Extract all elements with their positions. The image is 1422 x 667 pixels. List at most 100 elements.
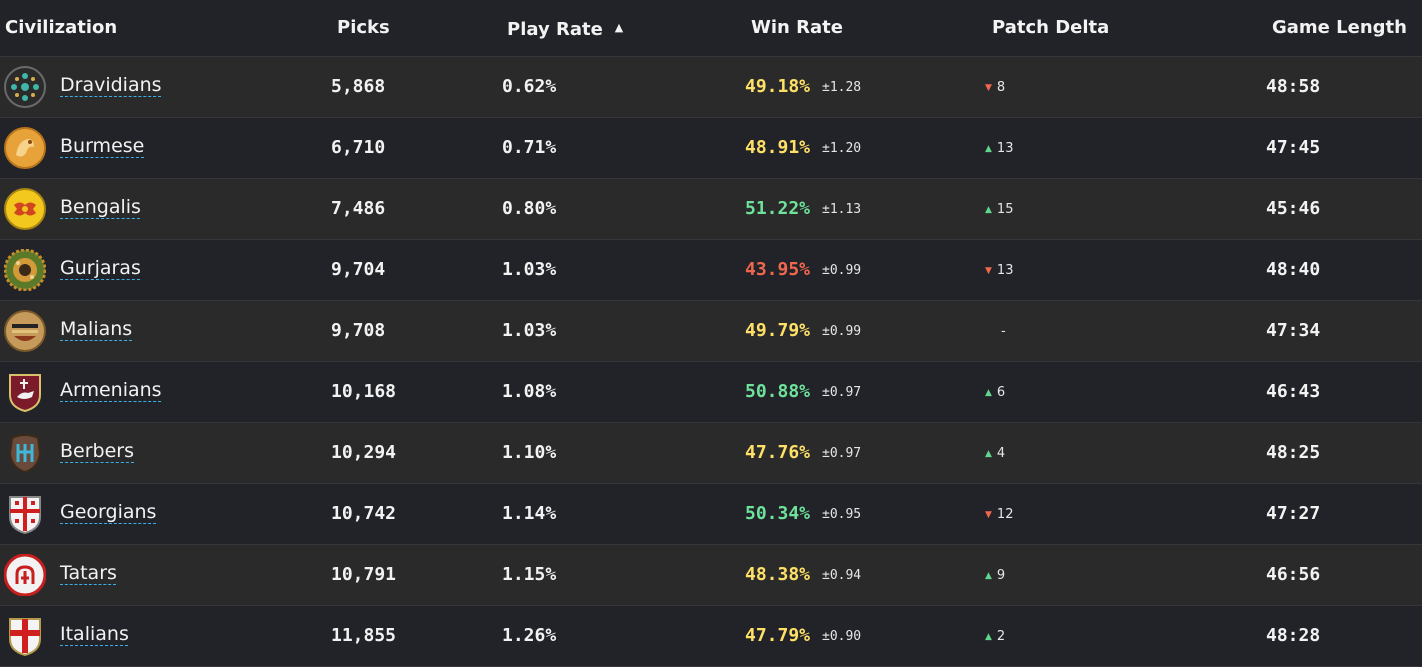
arrow-up-icon: ▲: [985, 205, 992, 215]
patch-delta-value: 9: [996, 568, 1006, 583]
win-rate-error: ±0.99: [822, 263, 862, 278]
tatars-emblem-icon: [4, 554, 46, 596]
play-rate-value: 0.80%: [502, 198, 557, 219]
win-rate-error: ±0.97: [822, 385, 862, 400]
patch-delta-value: 13: [996, 141, 1014, 156]
civ-name-link[interactable]: Burmese: [60, 135, 145, 157]
play-rate-value: 1.15%: [502, 564, 557, 585]
arrow-up-icon: ▲: [985, 632, 992, 642]
patch-delta: ▲ 15: [985, 199, 1013, 221]
patch-delta-value: -: [1001, 324, 1006, 339]
patch-delta-value: 15: [996, 202, 1014, 217]
patch-delta: ▼ 12: [985, 504, 1013, 526]
win-rate-value: 47.76%: [745, 442, 811, 463]
win-rate-value: 50.88%: [745, 381, 811, 402]
game-length-value: 46:56: [1266, 564, 1321, 585]
win-rate-error: ±0.95: [822, 507, 862, 522]
patch-delta-value: 12: [996, 507, 1014, 522]
game-length-value: 47:34: [1266, 320, 1321, 341]
arrow-down-icon: ▼: [985, 266, 992, 276]
patch-delta: ▲ 2: [985, 626, 1005, 648]
patch-delta: ▲ 4: [985, 443, 1005, 465]
win-rate-value: 48.91%: [745, 137, 811, 158]
patch-delta: ▲ 9: [985, 565, 1005, 587]
table-row: Burmese 6,710 0.71% 48.91% ±1.20 ▲ 13 47:45: [0, 118, 1422, 179]
play-rate-value: 0.62%: [502, 76, 557, 97]
win-rate-value: 51.22%: [745, 198, 811, 219]
bengalis-emblem-icon: [4, 188, 46, 230]
patch-delta: -: [985, 321, 1006, 343]
armenians-emblem-icon: [4, 371, 46, 413]
civ-name-link[interactable]: Dravidians: [60, 74, 162, 96]
column-header-picks[interactable]: Picks: [337, 17, 390, 38]
civ-name-link[interactable]: Armenians: [60, 379, 162, 401]
win-rate-error: ±0.90: [822, 629, 862, 644]
column-header-civilization[interactable]: Civilization: [5, 17, 118, 38]
arrow-up-icon: ▲: [985, 449, 992, 459]
column-header-win-rate[interactable]: Win Rate: [751, 17, 843, 38]
picks-value: 10,791: [331, 564, 397, 585]
win-rate-value: 47.79%: [745, 625, 811, 646]
column-header-patch-delta[interactable]: Patch Delta: [992, 17, 1110, 38]
win-rate-value: 48.38%: [745, 564, 811, 585]
arrow-up-icon: ▲: [985, 571, 992, 581]
picks-value: 10,742: [331, 503, 397, 524]
patch-delta-value: 2: [996, 629, 1006, 644]
picks-value: 9,704: [331, 259, 386, 280]
patch-delta-value: 13: [996, 263, 1014, 278]
berbers-emblem-icon: [4, 432, 46, 474]
patch-delta-value: 8: [996, 80, 1006, 95]
win-rate-value: 49.79%: [745, 320, 811, 341]
table-row: Italians 11,855 1.26% 47.79% ±0.90 ▲ 2 48:28: [0, 606, 1422, 667]
picks-value: 9,708: [331, 320, 386, 341]
win-rate-error: ±1.13: [822, 202, 862, 217]
win-rate-error: ±0.99: [822, 324, 862, 339]
italians-emblem-icon: [4, 615, 46, 657]
picks-value: 5,868: [331, 76, 386, 97]
table-row: Georgians 10,742 1.14% 50.34% ±0.95 ▼ 12 47:27: [0, 484, 1422, 545]
play-rate-value: 1.03%: [502, 320, 557, 341]
table-body: Dravidians 5,868 0.62% 49.18% ±1.28 ▼ 8 48:58 Bu…: [0, 57, 1422, 667]
civ-name-link[interactable]: Gurjaras: [60, 257, 141, 279]
civ-name-link[interactable]: Tatars: [60, 562, 117, 584]
picks-value: 10,168: [331, 381, 397, 402]
civ-name-link[interactable]: Bengalis: [60, 196, 141, 218]
arrow-down-icon: ▼: [985, 510, 992, 520]
column-header-play-rate-label: Play Rate: [507, 19, 603, 40]
play-rate-value: 1.14%: [502, 503, 557, 524]
win-rate-error: ±0.94: [822, 568, 862, 583]
patch-delta: ▲ 13: [985, 138, 1013, 160]
game-length-value: 46:43: [1266, 381, 1321, 402]
civ-name-link[interactable]: Georgians: [60, 501, 157, 523]
patch-delta: ▼ 13: [985, 260, 1013, 282]
play-rate-value: 1.03%: [502, 259, 557, 280]
picks-value: 7,486: [331, 198, 386, 219]
table-row: Gurjaras 9,704 1.03% 43.95% ±0.99 ▼ 13 48:40: [0, 240, 1422, 301]
patch-delta-value: 6: [996, 385, 1006, 400]
patch-delta: ▼ 8: [985, 77, 1005, 99]
game-length-value: 47:27: [1266, 503, 1321, 524]
win-rate-error: ±1.28: [822, 80, 862, 95]
play-rate-value: 1.10%: [502, 442, 557, 463]
column-header-play-rate[interactable]: Play Rate ▲: [507, 0, 623, 56]
civ-name-link[interactable]: Berbers: [60, 440, 134, 462]
civ-name-link[interactable]: Italians: [60, 623, 129, 645]
civ-name-link[interactable]: Malians: [60, 318, 133, 340]
win-rate-error: ±0.97: [822, 446, 862, 461]
table-row: Berbers 10,294 1.10% 47.76% ±0.97 ▲ 4 48:25: [0, 423, 1422, 484]
malians-emblem-icon: [4, 310, 46, 352]
table-header: Civilization Picks Play Rate ▲ Win Rate P…: [0, 0, 1422, 57]
game-length-value: 48:40: [1266, 259, 1321, 280]
picks-value: 6,710: [331, 137, 386, 158]
game-length-value: 48:25: [1266, 442, 1321, 463]
georgians-emblem-icon: [4, 493, 46, 535]
patch-delta: ▲ 6: [985, 382, 1005, 404]
column-header-game-length[interactable]: Game Length: [1272, 17, 1407, 38]
win-rate-value: 50.34%: [745, 503, 811, 524]
gurjaras-emblem-icon: [4, 249, 46, 291]
patch-delta-value: 4: [996, 446, 1006, 461]
play-rate-value: 0.71%: [502, 137, 557, 158]
arrow-down-icon: ▼: [985, 83, 992, 93]
sort-ascending-icon: ▲: [614, 21, 624, 34]
